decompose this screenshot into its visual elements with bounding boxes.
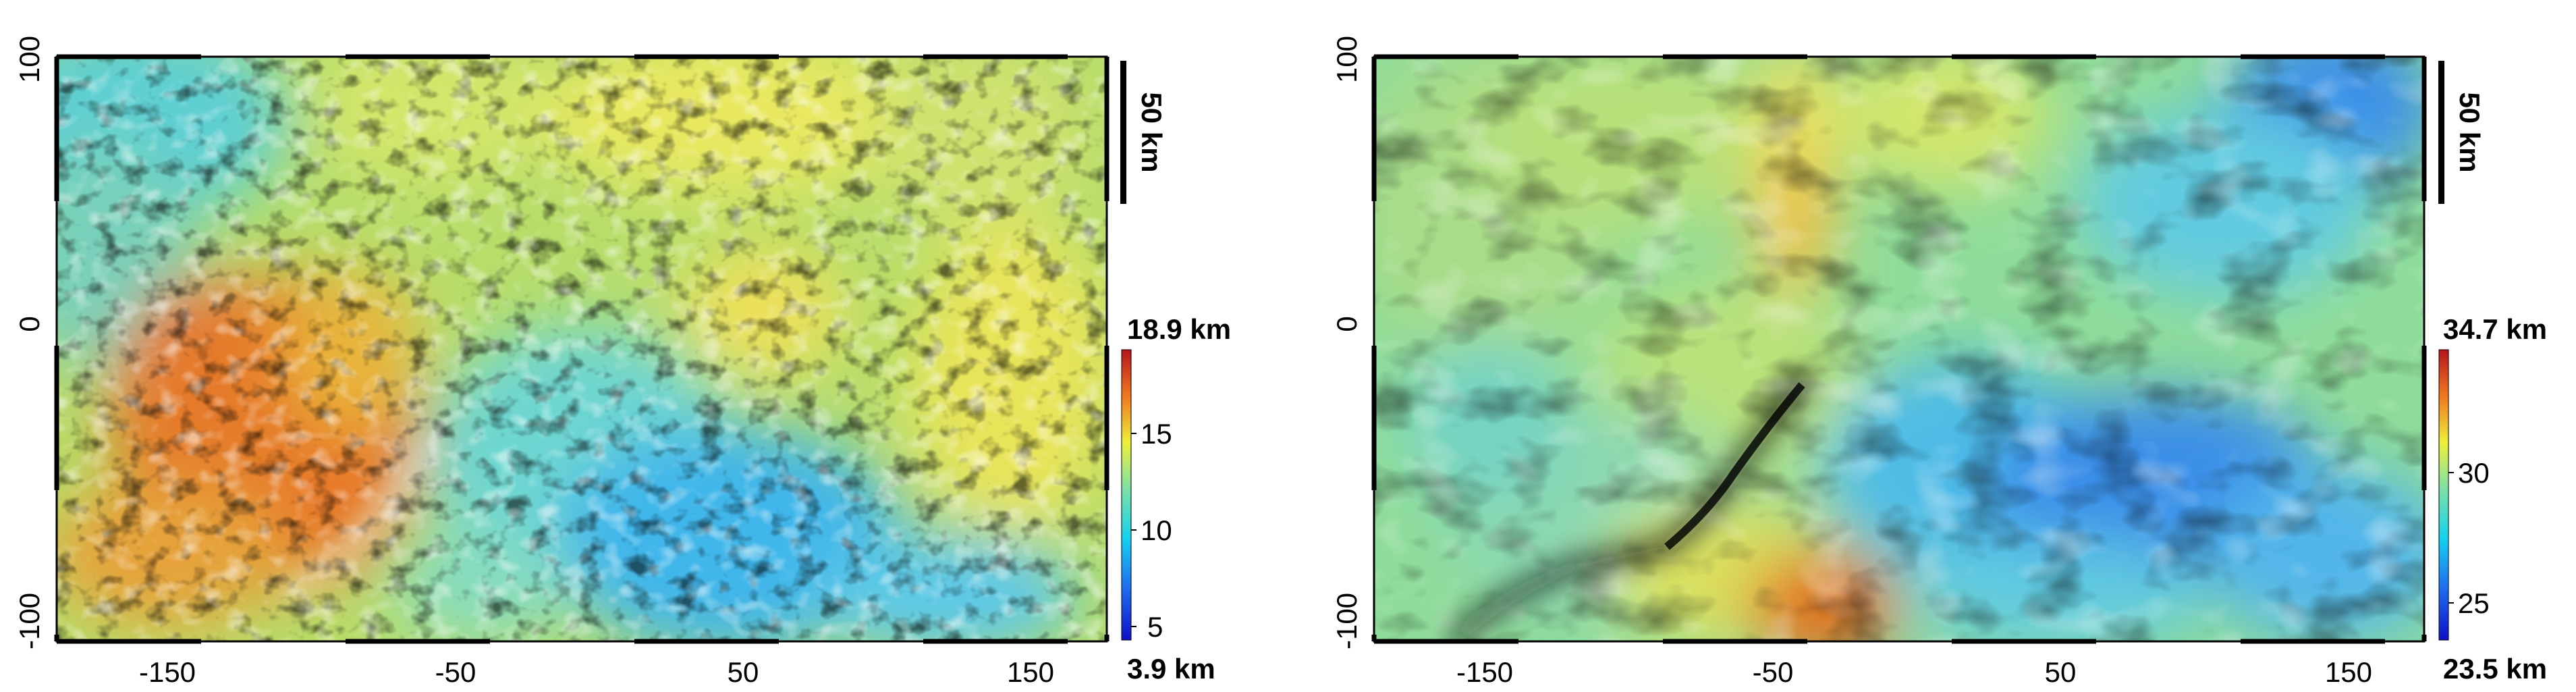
frame-segment xyxy=(57,54,201,59)
frame-segment xyxy=(1104,635,1109,641)
y-tick-label: 0 xyxy=(1331,316,1363,331)
colorbar-tick-label: 10 xyxy=(1141,514,1172,546)
frame-segment xyxy=(1104,57,1109,201)
y-tick-label: 0 xyxy=(13,316,45,331)
frame-segment xyxy=(923,639,1068,644)
frame-segment xyxy=(1371,57,1377,201)
frame-segment xyxy=(57,639,201,644)
map-right: -150 -50 50 150 100 0 -100 50 km 34.7 km… xyxy=(1331,36,2547,688)
colorbar-max-label: 18.9 km xyxy=(1127,313,1231,345)
frame-segment xyxy=(346,54,490,59)
frame-segment xyxy=(1371,346,1377,490)
frame-segment xyxy=(54,346,59,490)
colorbar xyxy=(1121,349,1132,641)
frame-segment xyxy=(2421,635,2427,641)
y-tick-label: -100 xyxy=(13,593,45,649)
x-tick-label: -50 xyxy=(1753,656,1794,688)
frame-segment xyxy=(1952,54,2096,59)
scale-bar-label: 50 km xyxy=(2454,92,2486,172)
map-right-checker-border xyxy=(1371,54,2427,644)
frame-segment xyxy=(1374,54,1518,59)
colorbar-min-label: 23.5 km xyxy=(2443,653,2547,685)
frame-segment xyxy=(634,54,779,59)
x-tick-label: 50 xyxy=(2045,656,2077,688)
colorbar-right: 34.7 km 30 25 23.5 km xyxy=(2438,313,2547,685)
x-tick-label: 150 xyxy=(2325,656,2372,688)
frame-segment xyxy=(1952,639,2096,644)
x-tick-label: -50 xyxy=(435,656,476,688)
frame-segment xyxy=(2421,57,2427,201)
frame-segment xyxy=(2241,639,2385,644)
scale-bar-right: 50 km xyxy=(2438,61,2486,204)
frame-segment xyxy=(346,639,490,644)
colorbar-left: 18.9 km 15 10 5 3.9 km xyxy=(1121,313,1231,685)
x-tick-label: -150 xyxy=(139,656,196,688)
scale-bar xyxy=(2438,61,2444,204)
map-left-x-ticks: -150 -50 50 150 xyxy=(139,656,1054,688)
map-right-x-ticks: -150 -50 50 150 xyxy=(1456,656,2372,688)
frame-segment xyxy=(634,639,779,644)
scale-bar-left: 50 km xyxy=(1120,61,1168,204)
frame-segment xyxy=(1374,639,1518,644)
map-right-raster xyxy=(1374,57,2424,641)
colorbar-min-label: 3.9 km xyxy=(1127,653,1215,685)
x-tick-label: -150 xyxy=(1456,656,1513,688)
map-left-y-ticks: 100 0 -100 xyxy=(13,36,45,649)
frame-segment xyxy=(2241,54,2385,59)
x-tick-label: 150 xyxy=(1007,656,1054,688)
map-left: -150 -50 50 150 100 0 -100 50 km 18.9 km… xyxy=(13,36,1231,688)
scale-bar-label: 50 km xyxy=(1136,92,1168,172)
colorbar-max-label: 34.7 km xyxy=(2443,313,2547,345)
map-right-y-ticks: 100 0 -100 xyxy=(1331,36,1363,649)
y-tick-label: 100 xyxy=(13,36,45,83)
colorbar-tick-label: 15 xyxy=(1141,418,1172,450)
scale-bar xyxy=(1120,61,1126,204)
frame-segment xyxy=(2421,346,2427,490)
frame-segment xyxy=(1104,346,1109,490)
colorbar-tick-label: 25 xyxy=(2458,587,2490,619)
frame-segment xyxy=(1663,54,1807,59)
map-left-raster xyxy=(57,57,1107,641)
map-left-checker-border xyxy=(54,54,1109,644)
colorbar xyxy=(2438,349,2449,641)
frame-segment xyxy=(1371,635,1377,641)
colorbar-tick-label: 5 xyxy=(1147,611,1163,643)
frame-segment xyxy=(923,54,1068,59)
x-tick-label: 50 xyxy=(728,656,759,688)
y-tick-label: 100 xyxy=(1331,36,1363,83)
colorbar-tick-label: 30 xyxy=(2458,457,2490,489)
frame-segment xyxy=(54,57,59,201)
frame-segment xyxy=(54,635,59,641)
frame-segment xyxy=(1663,639,1807,644)
y-tick-label: -100 xyxy=(1331,593,1363,649)
